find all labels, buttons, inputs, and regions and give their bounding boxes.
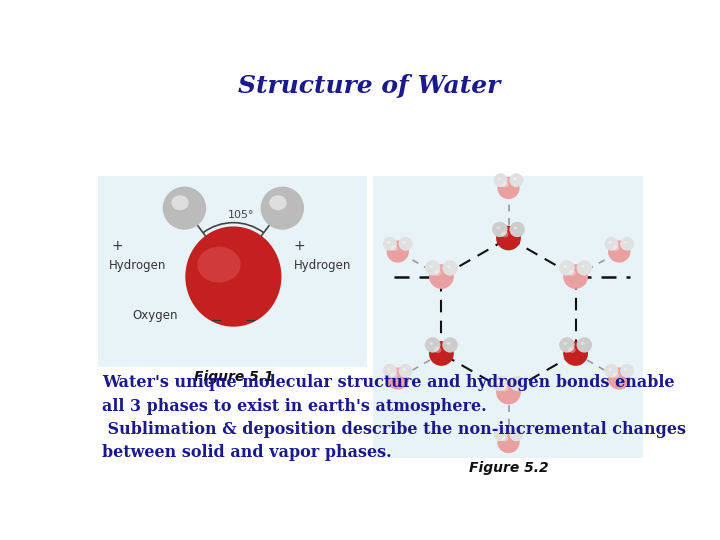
- Ellipse shape: [429, 342, 433, 345]
- Ellipse shape: [608, 368, 612, 371]
- Ellipse shape: [564, 265, 567, 268]
- Ellipse shape: [513, 226, 518, 230]
- Ellipse shape: [577, 337, 592, 353]
- Ellipse shape: [442, 337, 458, 353]
- Ellipse shape: [434, 347, 441, 353]
- Ellipse shape: [387, 241, 390, 244]
- Ellipse shape: [387, 240, 409, 262]
- Ellipse shape: [261, 187, 304, 230]
- FancyBboxPatch shape: [98, 176, 367, 367]
- Ellipse shape: [510, 376, 525, 391]
- Ellipse shape: [559, 260, 575, 275]
- Ellipse shape: [498, 177, 520, 199]
- Ellipse shape: [613, 245, 619, 251]
- Ellipse shape: [496, 380, 500, 383]
- Ellipse shape: [509, 173, 523, 187]
- Ellipse shape: [513, 431, 517, 434]
- Text: +: +: [112, 239, 123, 253]
- Ellipse shape: [608, 368, 631, 390]
- Ellipse shape: [624, 368, 627, 371]
- Ellipse shape: [568, 270, 575, 276]
- Text: Figure 5.1: Figure 5.1: [194, 370, 273, 384]
- Text: +: +: [294, 239, 305, 253]
- Ellipse shape: [501, 231, 508, 238]
- Ellipse shape: [434, 270, 441, 276]
- Ellipse shape: [197, 247, 240, 282]
- Ellipse shape: [501, 385, 508, 392]
- Ellipse shape: [564, 342, 567, 345]
- Ellipse shape: [513, 178, 517, 180]
- Ellipse shape: [383, 364, 397, 378]
- Ellipse shape: [608, 241, 612, 244]
- FancyBboxPatch shape: [373, 176, 642, 457]
- Ellipse shape: [563, 264, 588, 289]
- Ellipse shape: [446, 265, 451, 268]
- Ellipse shape: [498, 431, 520, 453]
- Ellipse shape: [387, 368, 409, 390]
- Ellipse shape: [494, 173, 508, 187]
- Text: Figure 5.2: Figure 5.2: [469, 461, 549, 475]
- Ellipse shape: [498, 431, 501, 434]
- Ellipse shape: [613, 373, 619, 378]
- Ellipse shape: [513, 380, 518, 383]
- Ellipse shape: [383, 237, 397, 251]
- Text: Sublimation & deposition describe the non-incremental changes
between solid and : Sublimation & deposition describe the no…: [102, 421, 685, 461]
- Ellipse shape: [391, 245, 397, 251]
- Ellipse shape: [429, 341, 454, 366]
- Ellipse shape: [446, 342, 451, 345]
- Ellipse shape: [429, 264, 454, 289]
- Ellipse shape: [185, 226, 282, 327]
- Ellipse shape: [568, 347, 575, 353]
- Ellipse shape: [402, 241, 406, 244]
- Ellipse shape: [269, 195, 287, 210]
- Ellipse shape: [492, 376, 508, 391]
- Text: Water's unique molecular structure and hydrogen bonds enable
all 3 phases to exi: Water's unique molecular structure and h…: [102, 374, 674, 415]
- Ellipse shape: [496, 226, 521, 251]
- Ellipse shape: [563, 341, 588, 366]
- Ellipse shape: [492, 222, 508, 237]
- Ellipse shape: [620, 237, 634, 251]
- Ellipse shape: [608, 240, 631, 262]
- Ellipse shape: [391, 373, 397, 378]
- Ellipse shape: [429, 265, 433, 268]
- Ellipse shape: [387, 368, 390, 371]
- Text: 105°: 105°: [228, 210, 254, 220]
- Ellipse shape: [399, 237, 413, 251]
- Ellipse shape: [425, 337, 441, 353]
- Ellipse shape: [496, 226, 500, 230]
- Text: Oxygen: Oxygen: [132, 308, 178, 321]
- Text: Hydrogen: Hydrogen: [109, 259, 166, 272]
- Text: −: −: [210, 314, 222, 328]
- Ellipse shape: [605, 237, 618, 251]
- Ellipse shape: [399, 364, 413, 378]
- Ellipse shape: [442, 260, 458, 275]
- Ellipse shape: [402, 368, 406, 371]
- Ellipse shape: [581, 342, 585, 345]
- Ellipse shape: [620, 364, 634, 378]
- Ellipse shape: [425, 260, 441, 275]
- Ellipse shape: [502, 436, 508, 442]
- Ellipse shape: [509, 427, 523, 441]
- Text: Structure of Water: Structure of Water: [238, 74, 500, 98]
- Ellipse shape: [171, 195, 189, 210]
- Text: Hydrogen: Hydrogen: [294, 259, 351, 272]
- Ellipse shape: [502, 182, 508, 187]
- Ellipse shape: [510, 222, 525, 237]
- Ellipse shape: [605, 364, 618, 378]
- Ellipse shape: [494, 427, 508, 441]
- Text: −: −: [245, 314, 256, 328]
- Ellipse shape: [624, 241, 627, 244]
- Ellipse shape: [581, 265, 585, 268]
- Ellipse shape: [577, 260, 592, 275]
- Ellipse shape: [496, 380, 521, 404]
- Ellipse shape: [163, 187, 206, 230]
- Ellipse shape: [498, 178, 501, 180]
- Ellipse shape: [559, 337, 575, 353]
